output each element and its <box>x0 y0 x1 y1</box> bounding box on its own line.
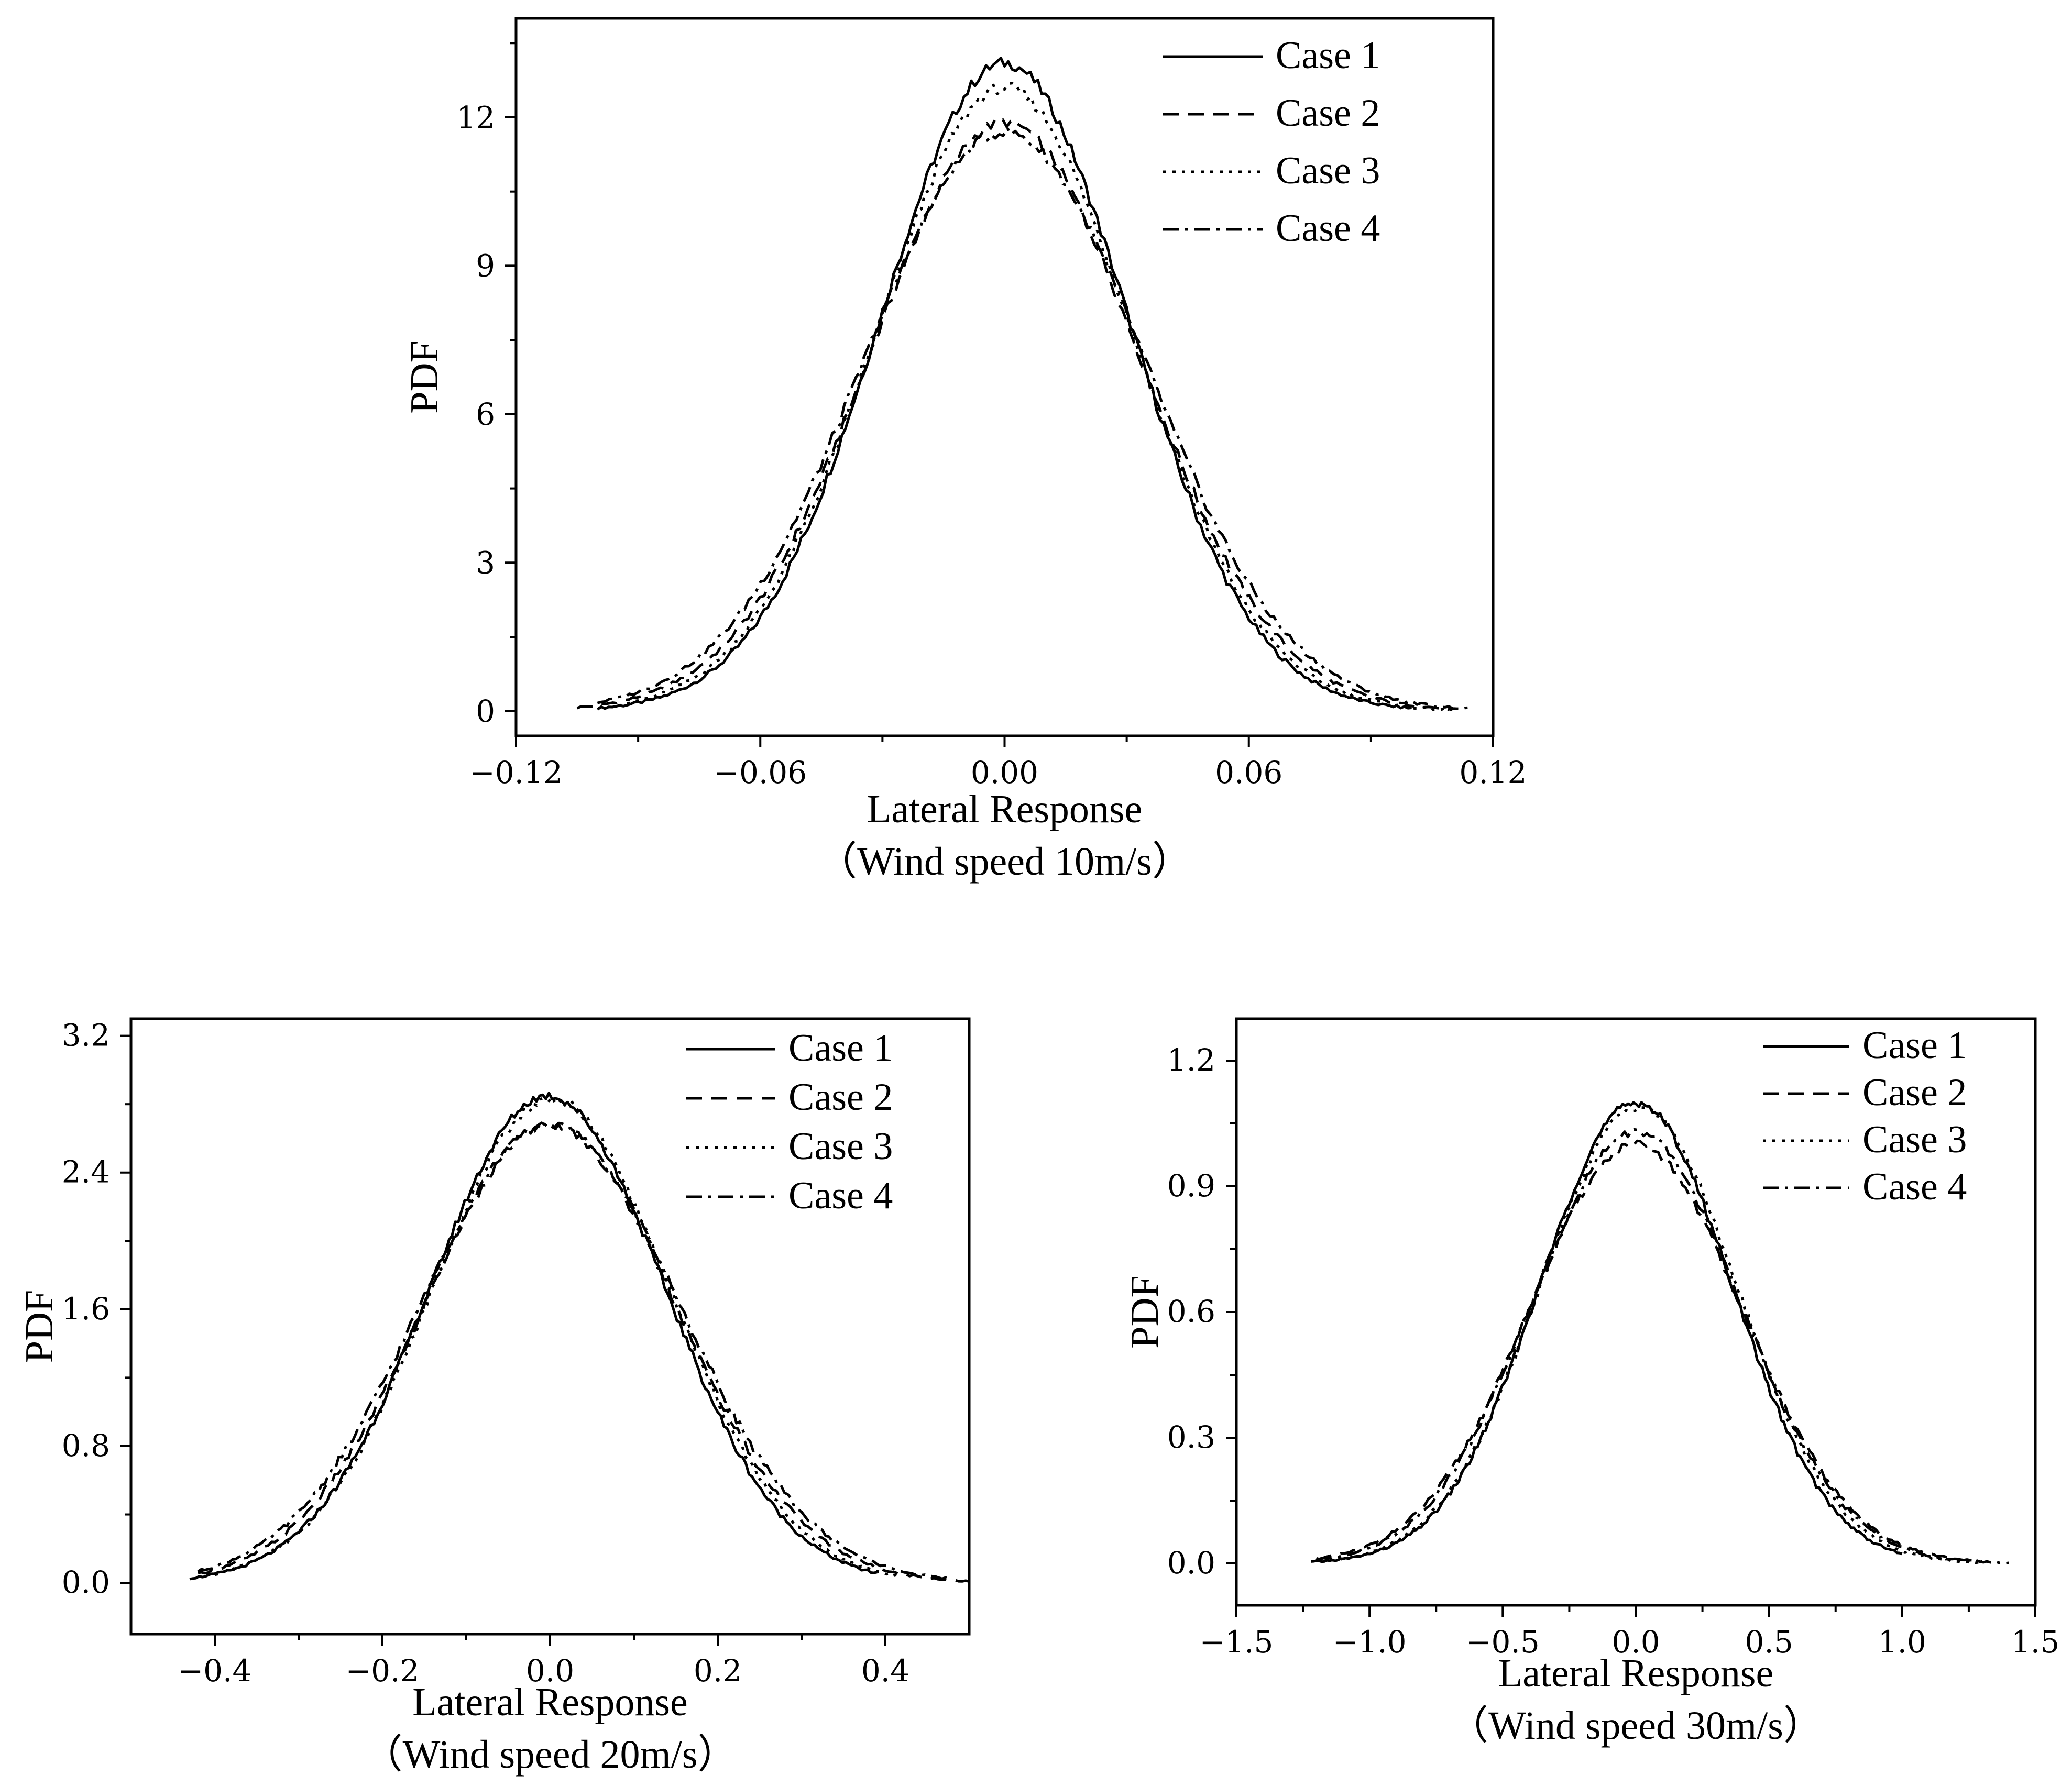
panel-caption: （Wind speed 30m/s） <box>1449 1704 1823 1748</box>
x-tick-label: −0.4 <box>178 1653 252 1689</box>
x-axis-title: Lateral Response <box>1498 1651 1773 1695</box>
legend-label: Case 4 <box>788 1174 893 1217</box>
y-tick-label: 9 <box>476 248 495 284</box>
x-tick-label: 0.12 <box>1459 755 1527 790</box>
panel-p10: −0.12 −0.06 0.00 0.06 0.12 0 3 6 9 12 PDF Lateral R… <box>402 17 1527 884</box>
y-tick-label: 3 <box>476 545 495 581</box>
x-axis-title: Lateral Response <box>412 1680 687 1724</box>
x-tick-label: 0.0 <box>526 1653 574 1689</box>
legend-label: Case 1 <box>1862 1024 1967 1067</box>
panel-p20: −0.4 −0.2 0.0 0.2 0.4 0.0 0.8 1.6 2.4 3.2 PDF Later… <box>17 1017 971 1777</box>
series-line-case-1 <box>1311 1101 1903 1563</box>
legend-label: Case 3 <box>1862 1118 1967 1161</box>
legend-label: Case 1 <box>1276 34 1380 77</box>
y-tick-label: 0.0 <box>1167 1545 1215 1581</box>
x-tick-label: −0.06 <box>714 755 807 790</box>
y-axis-title: PDF <box>402 340 446 413</box>
x-tick-label: 0.2 <box>694 1653 742 1689</box>
y-tick-label: 1.6 <box>62 1291 110 1327</box>
series-line-case-4 <box>197 1122 953 1581</box>
series-line-case-2 <box>1315 1139 1982 1563</box>
panel-caption: （Wind speed 20m/s） <box>363 1733 738 1777</box>
y-tick-label: 6 <box>476 396 495 432</box>
legend-label: Case 2 <box>788 1076 893 1119</box>
x-tick-label: 0.4 <box>861 1653 909 1689</box>
legend-label: Case 3 <box>788 1125 893 1168</box>
panel-p30: −1.5 −1.0 −0.5 0.0 0.5 1.0 1.5 0.0 0.3 0.6 0.9 1.2 P… <box>1123 1017 2059 1748</box>
y-tick-label: 1.2 <box>1167 1042 1215 1078</box>
x-tick-label: −1.0 <box>1333 1624 1407 1660</box>
panel-caption: （Wind speed 10m/s） <box>817 840 1192 884</box>
series-line-case-3 <box>1329 1106 1982 1564</box>
y-tick-label: 3.2 <box>62 1018 110 1053</box>
y-tick-label: 0.0 <box>62 1564 110 1600</box>
series-line-case-4 <box>1315 1128 2009 1565</box>
legend-label: Case 4 <box>1862 1165 1967 1208</box>
x-axis-title: Lateral Response <box>867 787 1142 831</box>
legend-label: Case 4 <box>1276 207 1380 250</box>
y-tick-label: 0 <box>476 693 495 729</box>
series-line-case-3 <box>214 1095 903 1578</box>
series-line-case-1 <box>596 57 1412 711</box>
x-tick-label: −0.5 <box>1466 1624 1540 1660</box>
x-tick-label: 0.0 <box>1611 1624 1660 1660</box>
y-tick-label: 12 <box>456 100 495 135</box>
legend-label: Case 1 <box>788 1027 893 1070</box>
y-axis-title: PDF <box>17 1290 61 1363</box>
series-line-case-1 <box>189 1092 878 1581</box>
x-tick-label: 1.0 <box>1878 1624 1926 1660</box>
x-tick-label: −1.5 <box>1200 1624 1274 1660</box>
x-tick-label: 1.5 <box>2011 1624 2059 1660</box>
legend-label: Case 2 <box>1276 92 1380 135</box>
legend-label: Case 2 <box>1862 1071 1967 1114</box>
x-tick-label: 0.5 <box>1745 1624 1793 1660</box>
x-tick-label: −0.12 <box>469 755 563 790</box>
x-tick-label: 0.00 <box>971 755 1038 790</box>
x-tick-label: 0.06 <box>1215 755 1282 790</box>
series-line-case-2 <box>198 1121 970 1583</box>
y-tick-label: 2.4 <box>62 1154 110 1190</box>
y-tick-label: 0.3 <box>1167 1419 1215 1455</box>
y-axis-title: PDF <box>1123 1275 1167 1348</box>
series-line-case-3 <box>617 82 1453 711</box>
y-tick-label: 0.6 <box>1167 1294 1215 1329</box>
y-tick-label: 0.9 <box>1167 1168 1215 1204</box>
x-tick-label: −0.2 <box>346 1653 420 1689</box>
legend-label: Case 3 <box>1276 149 1380 192</box>
y-tick-label: 0.8 <box>62 1428 110 1463</box>
